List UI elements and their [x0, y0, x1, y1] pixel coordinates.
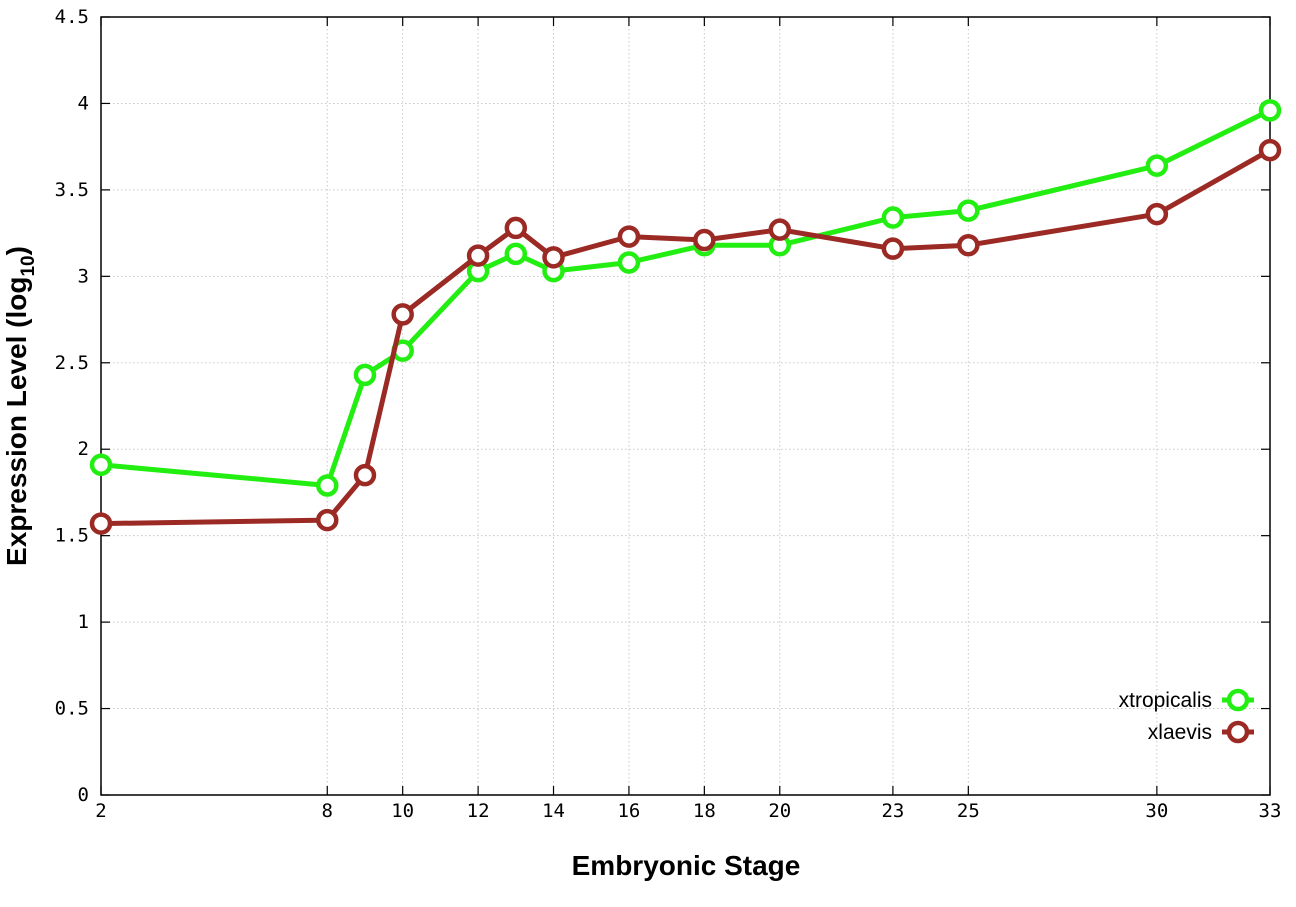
data-point-xtropicalis — [89, 453, 113, 477]
series-line-xlaevis — [98, 147, 1273, 527]
series-layer — [89, 99, 1282, 535]
y-tick-label: 0.5 — [55, 698, 89, 720]
x-tick-label: 2 — [95, 800, 106, 822]
data-point-xtropicalis — [617, 251, 641, 274]
series-xlaevis — [89, 138, 1282, 535]
x-tick-label: 20 — [768, 800, 791, 822]
data-point-xtropicalis — [1145, 154, 1169, 177]
data-point-xlaevis — [1258, 138, 1282, 162]
legend: xtropicalis xlaevis — [1119, 688, 1254, 744]
x-tick-label: 14 — [542, 800, 565, 822]
legend-label-xtropicalis: xtropicalis — [1119, 689, 1212, 712]
data-point-xlaevis — [466, 244, 490, 267]
legend-swatch-marker-xtropicalis — [1226, 688, 1250, 712]
y-axis-title-close: ) — [1, 246, 32, 255]
data-point-xlaevis — [391, 303, 414, 326]
x-tick-label: 33 — [1259, 800, 1282, 822]
grid-lines — [101, 17, 1270, 795]
data-point-xlaevis — [881, 237, 905, 260]
x-axis-title: Embryonic Stage — [572, 850, 801, 881]
data-point-xlaevis — [693, 228, 716, 252]
y-tick-label: 3.5 — [55, 179, 89, 201]
data-point-xlaevis — [316, 508, 339, 532]
data-point-xtropicalis — [881, 206, 905, 229]
x-tick-label: 18 — [693, 800, 716, 822]
tick-labels: 2 8 10 12 14 16 18 20 23 25 30 33 0 0.5 1 1.5 2 2.5 3 3.5 4 4… — [55, 6, 1282, 822]
data-point-xtropicalis — [1258, 99, 1282, 122]
y-axis-title-subscript: 10 — [18, 255, 39, 276]
data-point-xtropicalis — [353, 363, 377, 387]
y-tick-label: 4.5 — [55, 6, 89, 28]
data-point-xtropicalis — [504, 242, 528, 266]
data-point-xlaevis — [504, 216, 528, 240]
y-tick-label: 2 — [78, 438, 89, 460]
data-point-xlaevis — [957, 233, 980, 257]
data-point-xtropicalis — [957, 199, 980, 222]
x-tick-label: 25 — [957, 800, 980, 822]
data-point-xlaevis — [89, 512, 113, 535]
x-tick-label: 10 — [391, 800, 414, 822]
y-tick-label: 2.5 — [55, 352, 89, 374]
y-axis-title-main: Expression Level (log — [1, 277, 32, 566]
data-point-xtropicalis — [316, 474, 339, 497]
x-tick-label: 12 — [467, 800, 490, 822]
data-point-xlaevis — [542, 246, 565, 269]
y-tick-label: 1.5 — [55, 525, 89, 547]
data-point-xlaevis — [1145, 202, 1169, 226]
data-point-xlaevis — [617, 225, 641, 248]
data-point-xlaevis — [353, 463, 377, 487]
legend-label-xlaevis: xlaevis — [1148, 721, 1212, 744]
y-tick-label: 0 — [78, 784, 89, 806]
x-tick-label: 23 — [881, 800, 904, 822]
y-tick-label: 3 — [78, 265, 89, 287]
data-point-xlaevis — [768, 218, 792, 241]
plot-frame — [100, 16, 1271, 796]
x-tick-label: 30 — [1145, 800, 1168, 822]
y-tick-label: 4 — [78, 92, 89, 114]
y-tick-label: 1 — [78, 611, 89, 633]
x-tick-label: 8 — [322, 800, 333, 822]
legend-swatch-marker-xlaevis — [1226, 720, 1250, 744]
y-axis-title: Expression Level (log10) — [1, 246, 39, 566]
x-tick-label: 16 — [617, 800, 640, 822]
